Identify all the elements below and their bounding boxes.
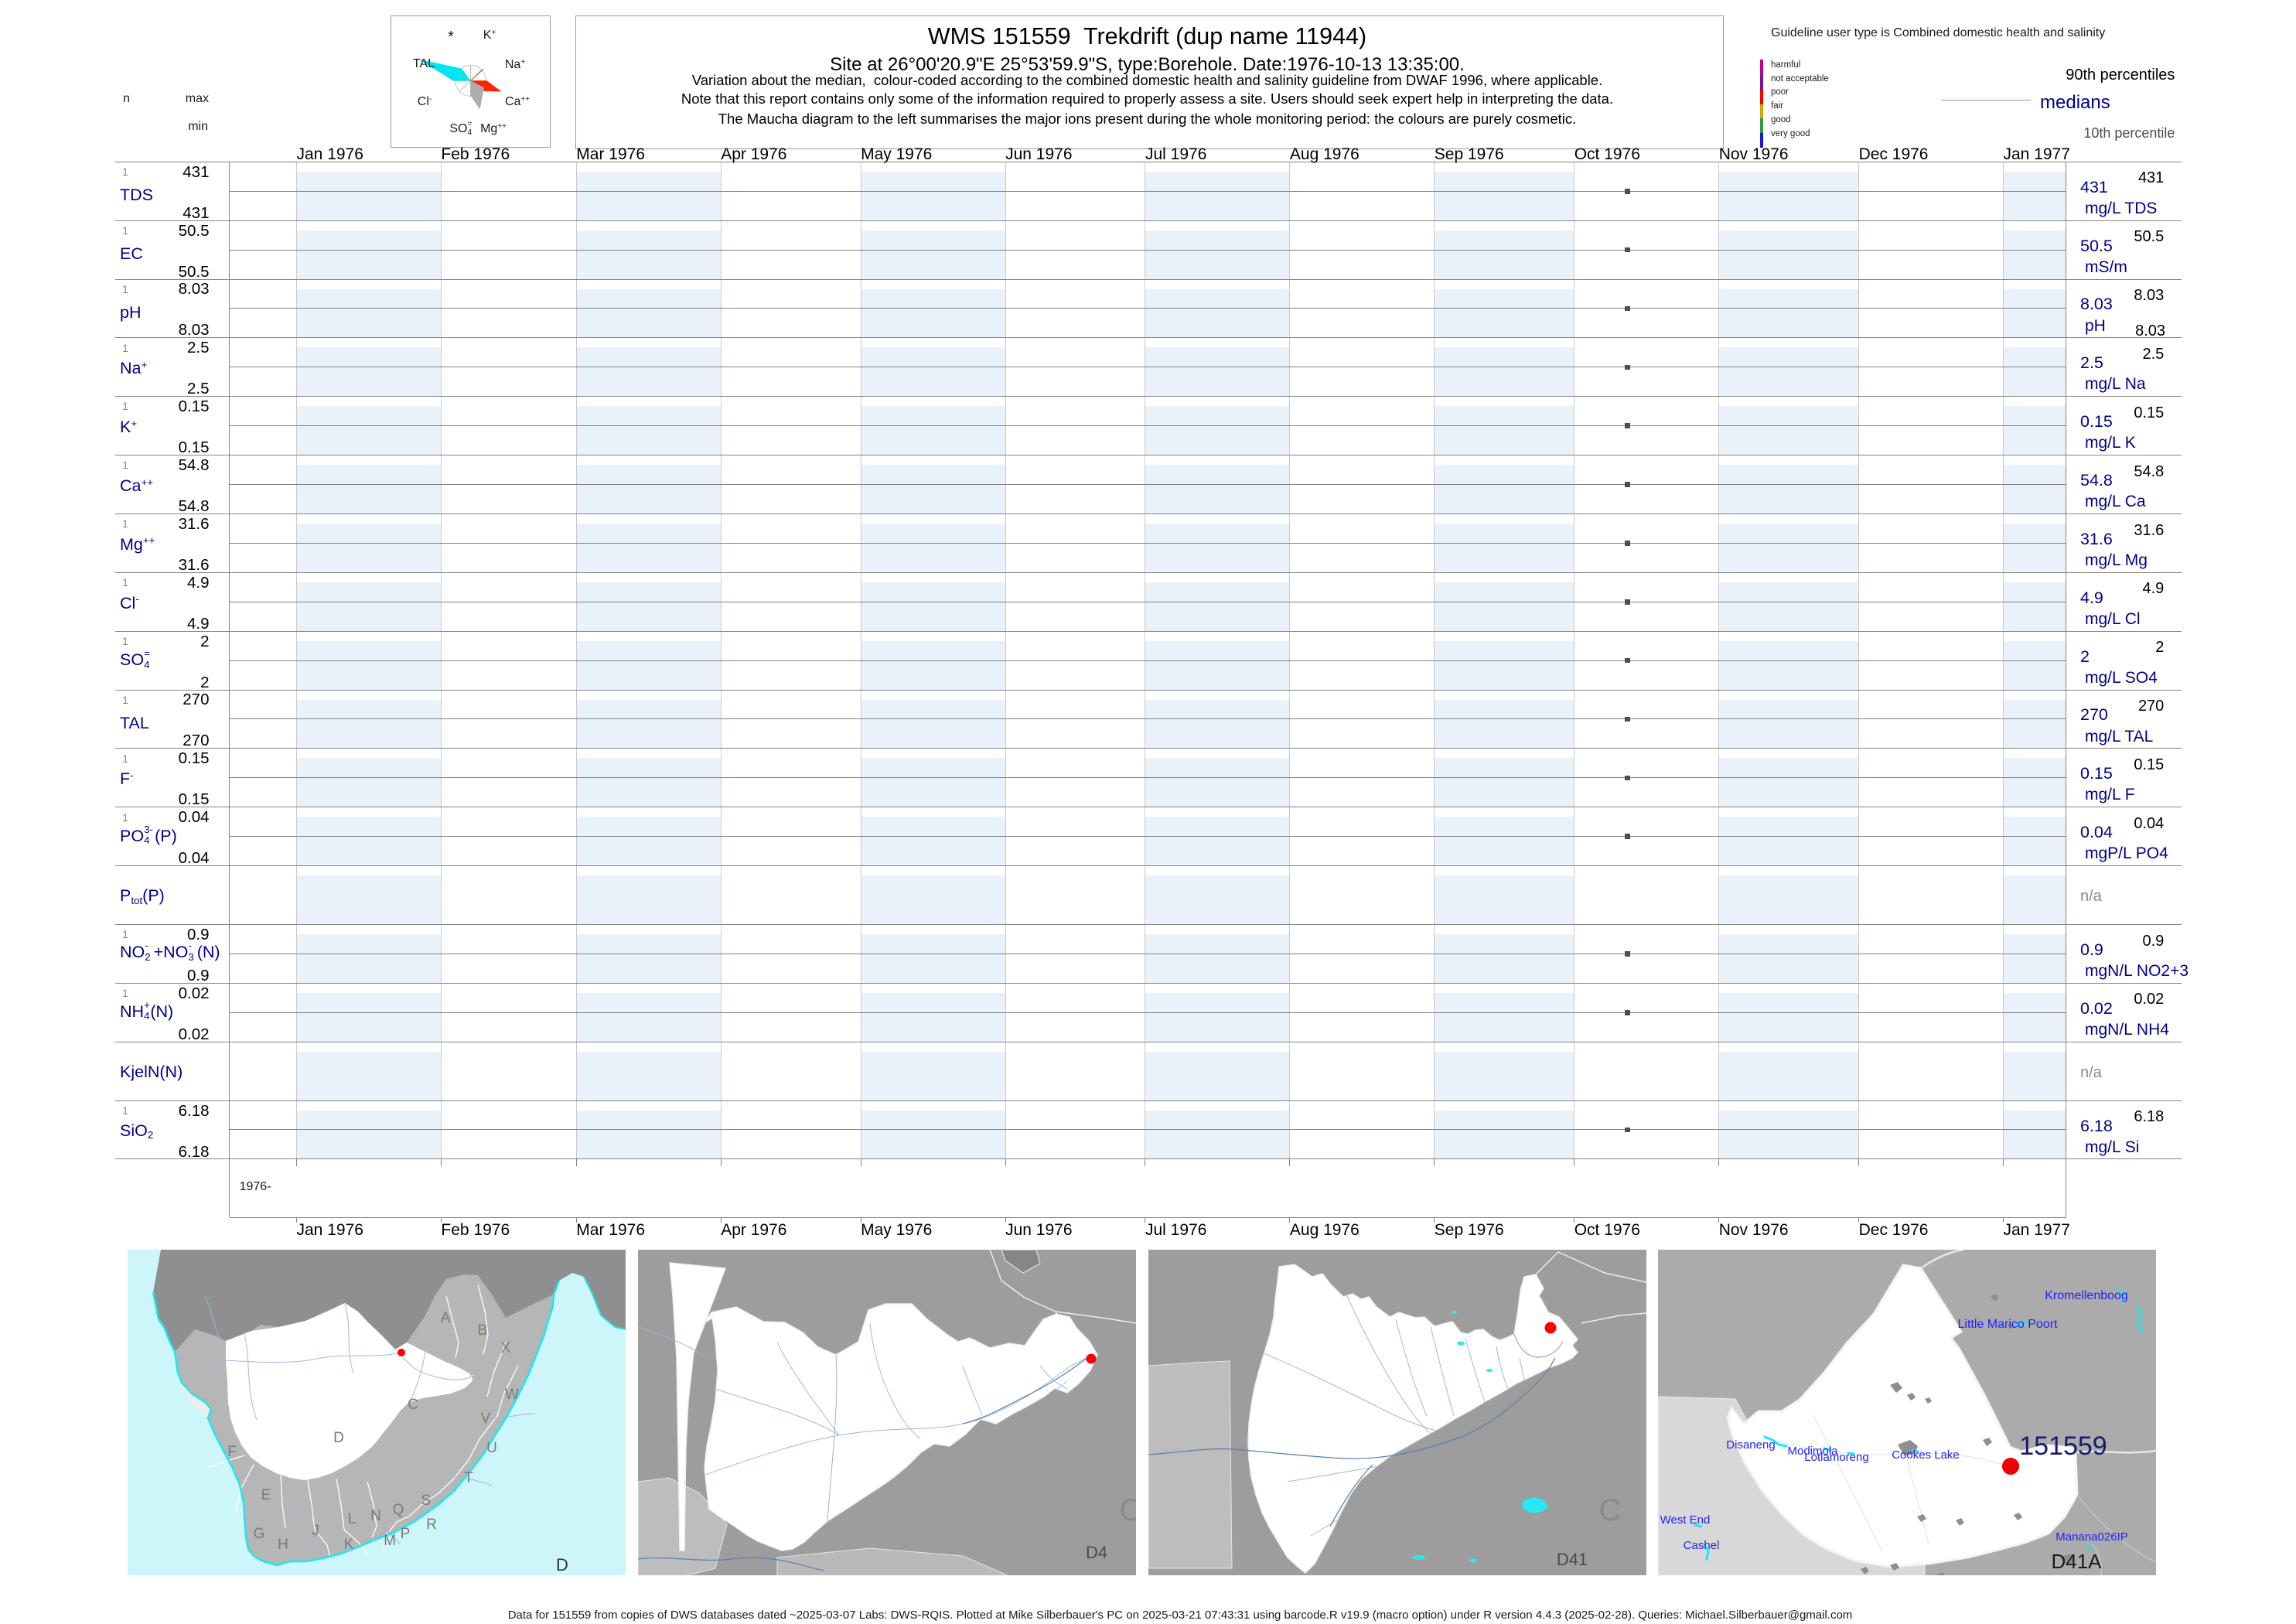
svg-text:H: H	[278, 1537, 288, 1553]
svg-text:K: K	[343, 1537, 353, 1553]
svg-text:D4: D4	[1085, 1543, 1107, 1562]
svg-text:C: C	[1598, 1493, 1621, 1527]
svg-text:Disaneng: Disaneng	[1727, 1438, 1776, 1452]
svg-text:G: G	[253, 1526, 264, 1542]
svg-text:N: N	[370, 1508, 381, 1524]
svg-text:M: M	[384, 1533, 396, 1549]
svg-text:J: J	[312, 1523, 319, 1539]
svg-text:Cashel: Cashel	[1684, 1539, 1720, 1552]
svg-text:West End: West End	[1660, 1513, 1711, 1527]
svg-text:Lotlamoreng: Lotlamoreng	[1805, 1451, 1869, 1464]
svg-text:R: R	[426, 1517, 437, 1533]
svg-text:T: T	[464, 1470, 473, 1486]
svg-text:E: E	[261, 1487, 271, 1503]
svg-text:151559: 151559	[2020, 1431, 2107, 1461]
svg-text:B: B	[477, 1322, 487, 1339]
svg-text:Manana026IP: Manana026IP	[2056, 1530, 2128, 1544]
svg-text:D: D	[333, 1430, 344, 1446]
svg-text:V: V	[480, 1411, 490, 1427]
svg-text:Little Marico Poort: Little Marico Poort	[1958, 1318, 2058, 1331]
svg-text:Q: Q	[392, 1502, 404, 1518]
svg-text:A: A	[440, 1310, 450, 1326]
svg-text:W: W	[505, 1387, 519, 1403]
svg-text:C: C	[408, 1397, 418, 1413]
svg-text:L: L	[348, 1511, 357, 1527]
svg-text:Modimola: Modimola	[1788, 1445, 1839, 1458]
svg-text:C: C	[1119, 1493, 1135, 1527]
svg-text:D41A: D41A	[2052, 1550, 2103, 1573]
svg-text:F: F	[227, 1444, 237, 1460]
svg-text:D41: D41	[1556, 1550, 1587, 1569]
svg-text:Kromellenboog: Kromellenboog	[2045, 1289, 2129, 1302]
svg-text:X: X	[500, 1340, 510, 1356]
svg-text:U: U	[486, 1440, 497, 1456]
svg-text:D: D	[556, 1555, 568, 1575]
svg-text:S: S	[421, 1493, 431, 1509]
svg-text:Cookes Lake: Cookes Lake	[1892, 1448, 1960, 1462]
svg-text:P: P	[400, 1526, 410, 1542]
